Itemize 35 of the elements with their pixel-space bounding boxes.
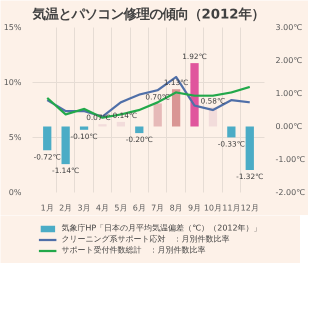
legend-label: サポート受付件数総計 ：月別件数比率: [61, 244, 206, 256]
bar: [227, 126, 236, 138]
bar: [43, 126, 52, 150]
x-tick-label: 12月: [240, 204, 259, 212]
legend-label: 気象庁HP「日本の月平均気温偏差（℃）（2012年）」: [61, 222, 262, 234]
y-tick-label: 0%: [8, 188, 22, 197]
line-series: [46, 86, 251, 119]
bar: [62, 126, 70, 164]
x-tick-label: 7月: [151, 204, 164, 212]
x-tick-label: 9月: [188, 204, 202, 212]
bar: [135, 126, 144, 134]
y2-tick-label: 3.00℃: [276, 23, 302, 32]
x-tick-label: 6月: [132, 204, 146, 212]
chart-title: 気温とパソコン修理の傾向（2012年）: [31, 8, 265, 22]
x-tick-label: 2月: [59, 204, 72, 212]
bar: [154, 103, 162, 126]
x-tick-label: 8月: [170, 204, 183, 212]
bar: [80, 126, 88, 130]
x-tick-label: 3月: [78, 204, 91, 212]
x-tick-label: 5月: [114, 204, 128, 212]
x-tick-label: 1月: [40, 204, 54, 212]
y2-tick-label: -2.00℃: [276, 188, 306, 197]
y2-tick-label: -1.00℃: [276, 155, 306, 164]
x-tick-label: 10月: [204, 204, 222, 212]
y-tick-label: 10%: [4, 78, 22, 87]
legend-label: クリーニング系サポート応対 ：月別件数比率: [61, 234, 230, 244]
y-tick-label: 15%: [4, 23, 22, 32]
y2-tick-label: 2.00℃: [276, 56, 302, 65]
bar: [246, 126, 254, 170]
bar: [172, 89, 180, 126]
y2-tick-label: 1.00℃: [276, 89, 302, 98]
y-tick-label: 5%: [8, 133, 22, 142]
x-tick-label: 11月: [222, 204, 240, 212]
y2-tick-label: 0.00℃: [276, 122, 302, 131]
x-tick-label: 4月: [96, 204, 110, 212]
